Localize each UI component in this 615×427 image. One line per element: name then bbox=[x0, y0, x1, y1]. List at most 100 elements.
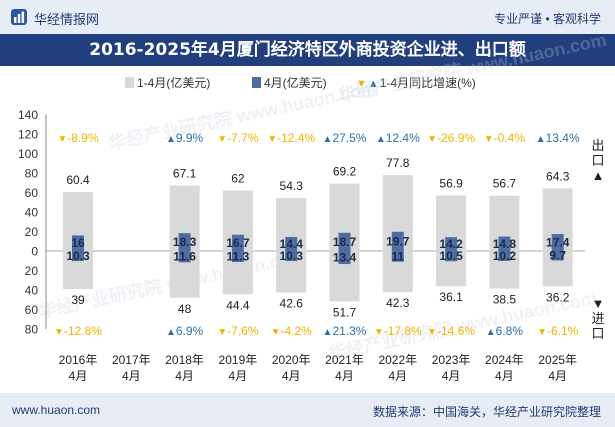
import-month-label: 13.4 bbox=[333, 251, 357, 265]
y-tick-label: 60 bbox=[25, 186, 39, 200]
x-tick-label: 2021年 4月 bbox=[325, 353, 364, 383]
y-tick-label: 140 bbox=[18, 108, 38, 122]
side-label-export: 出口 ▲ bbox=[591, 138, 605, 183]
chart-legend: 1-4月(亿美元) 4月(亿美元) ▼▲1-4月同比增速(%) bbox=[0, 74, 615, 92]
import-month-bar bbox=[178, 251, 191, 263]
y-tick-label: 40 bbox=[25, 284, 39, 298]
export-month-bar bbox=[285, 236, 298, 251]
import-cumulative-label: 44.4 bbox=[226, 298, 250, 312]
import-month-bar bbox=[391, 251, 404, 262]
export-yoy-label: ▲9.9% bbox=[166, 131, 204, 145]
export-month-label: 17.4 bbox=[546, 236, 570, 250]
side-label-import: ▼ 进口 bbox=[591, 296, 605, 341]
export-cumulative-label: 67.1 bbox=[173, 167, 197, 181]
export-month-label: 16 bbox=[71, 236, 85, 250]
import-cumulative-label: 38.5 bbox=[493, 293, 517, 307]
export-cumulative-label: 56.7 bbox=[493, 177, 517, 191]
export-month-label: 19.7 bbox=[386, 234, 410, 248]
export-yoy-label: ▼-12.4% bbox=[267, 131, 315, 145]
export-month-label: 16.7 bbox=[226, 236, 250, 250]
export-month-bar bbox=[498, 236, 511, 251]
legend-item-cumulative: 1-4月(亿美元) bbox=[125, 74, 210, 91]
import-month-label: 9.7 bbox=[549, 249, 566, 263]
import-yoy-label: ▼-4.2% bbox=[271, 324, 313, 338]
legend-up-triangle-icon: ▲ bbox=[367, 78, 379, 90]
import-yoy-label: ▼-14.6% bbox=[427, 324, 475, 338]
export-month-label: 14.4 bbox=[280, 237, 304, 251]
top-header-bar: 华经情报网 专业严谨 • 客观科学 bbox=[0, 0, 615, 34]
export-month-bar bbox=[391, 231, 404, 251]
import-cumulative-label: 39 bbox=[71, 293, 85, 307]
export-cumulative-label: 56.9 bbox=[439, 177, 463, 191]
export-cumulative-label: 60.4 bbox=[66, 173, 90, 187]
watermark-text: 华经产业研究院 www.huaon.com bbox=[336, 29, 608, 106]
export-cumulative-label: 54.3 bbox=[280, 179, 304, 193]
y-tick-label: 40 bbox=[25, 206, 39, 220]
export-month-label: 14.8 bbox=[493, 237, 517, 251]
y-tick-label: 80 bbox=[25, 167, 39, 181]
y-tick-label: 20 bbox=[25, 225, 39, 239]
y-tick-label: 60 bbox=[25, 303, 39, 317]
footer-bar: www.huaon.com 数据来源：中国海关，华经产业研究院整理 bbox=[0, 393, 615, 427]
import-month-label: 10.2 bbox=[493, 249, 517, 263]
footer-url: www.huaon.com bbox=[12, 403, 101, 417]
legend-label-month: 4月(亿美元) bbox=[264, 76, 327, 90]
export-month-label: 18.3 bbox=[173, 235, 197, 249]
export-yoy-label: ▼-7.7% bbox=[217, 131, 259, 145]
side-label-import-text: 进口 bbox=[591, 311, 605, 341]
import-yoy-label: ▲21.3% bbox=[323, 324, 367, 338]
import-down-arrow-icon: ▼ bbox=[591, 296, 605, 311]
import-month-label: 10.3 bbox=[280, 249, 304, 263]
import-month-bar bbox=[338, 251, 351, 265]
export-month-bar bbox=[231, 234, 244, 251]
export-month-bar bbox=[178, 233, 191, 251]
export-yoy-label: ▼-0.4% bbox=[484, 131, 526, 145]
x-tick-label: 2022年 4月 bbox=[378, 353, 417, 383]
y-tick-label: 20 bbox=[25, 264, 39, 278]
import-cumulative-label: 42.6 bbox=[280, 297, 304, 311]
import-month-bar bbox=[231, 251, 244, 263]
export-yoy-label: ▲27.5% bbox=[323, 131, 367, 145]
x-tick-label: 2019年 4月 bbox=[219, 353, 258, 383]
y-tick-label: 0 bbox=[31, 245, 38, 259]
brand-logo-icon bbox=[11, 9, 27, 25]
export-cumulative-label: 77.8 bbox=[386, 156, 410, 170]
import-yoy-label: ▼-6.1% bbox=[537, 324, 579, 338]
export-yoy-label: ▲12.4% bbox=[376, 131, 420, 145]
export-month-label: 18.7 bbox=[333, 235, 357, 249]
import-month-label: 11.3 bbox=[227, 250, 250, 264]
export-month-bar bbox=[338, 232, 351, 251]
import-month-bar bbox=[498, 251, 511, 261]
x-tick-label: 2023年 4月 bbox=[432, 353, 471, 383]
footer-source: 数据来源：中国海关，华经产业研究院整理 bbox=[372, 405, 601, 419]
y-tick-label: 120 bbox=[18, 128, 38, 142]
export-yoy-label: ▼-8.9% bbox=[57, 131, 99, 145]
import-yoy-label: ▼-12.8% bbox=[54, 324, 102, 338]
import-month-bar bbox=[551, 251, 564, 261]
x-tick-label: 2018年 4月 bbox=[165, 353, 204, 383]
import-yoy-label: ▲6.9% bbox=[166, 324, 204, 338]
legend-down-triangle-icon: ▼ bbox=[356, 78, 367, 90]
export-month-bar bbox=[551, 234, 564, 251]
import-cumulative-label: 36.2 bbox=[546, 290, 570, 304]
import-yoy-label: ▼-7.6% bbox=[217, 324, 259, 338]
header-slogan: 专业严谨 • 客观科学 bbox=[494, 12, 601, 26]
import-cumulative-label: 48 bbox=[178, 302, 192, 316]
import-month-label: 11.6 bbox=[173, 250, 196, 264]
import-yoy-label: ▼-17.8% bbox=[374, 324, 422, 338]
import-yoy-label: ▲6.8% bbox=[486, 324, 524, 338]
brand-name: 华经情报网 bbox=[34, 12, 100, 27]
export-yoy-label: ▼-26.9% bbox=[427, 131, 475, 145]
import-month-bar bbox=[445, 251, 458, 262]
import-month-label: 11 bbox=[391, 249, 404, 263]
title-bar: 2016-2025年4月厦门经济特区外商投资企业进、出口额 bbox=[0, 34, 615, 66]
legend-item-yoy: ▼▲1-4月同比增速(%) bbox=[356, 74, 476, 91]
x-tick-label: 2017年 4月 bbox=[112, 353, 151, 383]
legend-swatch-month bbox=[252, 77, 261, 88]
export-month-bar bbox=[72, 235, 84, 251]
legend-swatch-cumulative bbox=[125, 77, 134, 88]
export-up-arrow-icon: ▲ bbox=[591, 168, 605, 183]
export-cumulative-label: 69.2 bbox=[333, 165, 357, 179]
import-cumulative-label: 51.7 bbox=[333, 305, 357, 319]
legend-label-cumulative: 1-4月(亿美元) bbox=[137, 76, 211, 90]
